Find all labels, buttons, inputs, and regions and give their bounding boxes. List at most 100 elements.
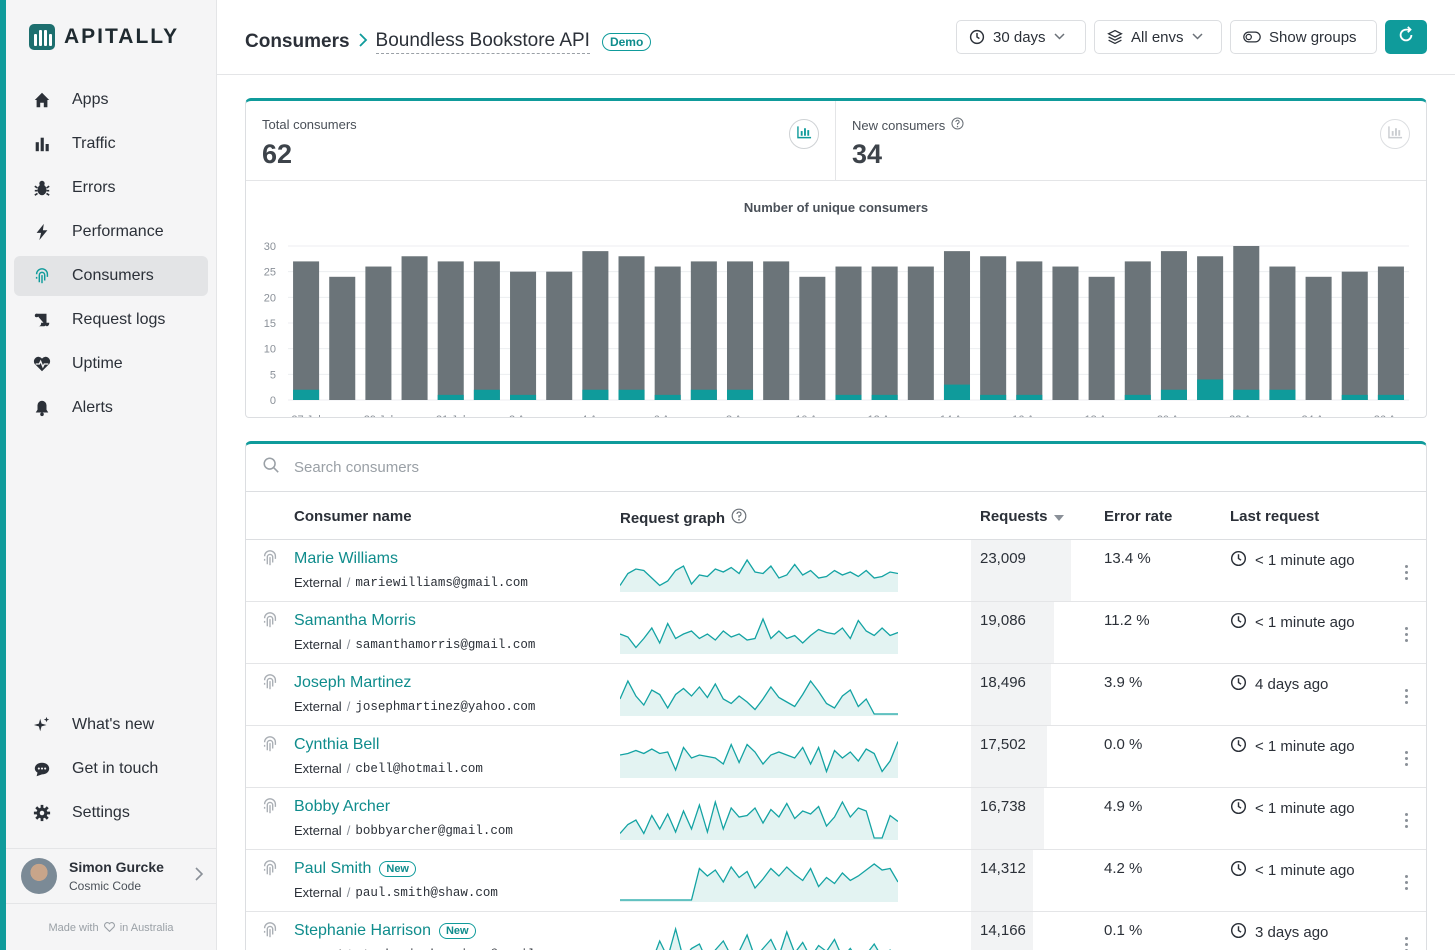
col-header-error-rate[interactable]: Error rate bbox=[1104, 508, 1173, 525]
refresh-button[interactable] bbox=[1385, 20, 1427, 54]
consumer-name-link[interactable]: Paul Smith bbox=[294, 860, 372, 877]
nav-item-request-logs[interactable]: Request logs bbox=[14, 300, 208, 340]
chart-toggle-button[interactable] bbox=[1380, 119, 1410, 149]
bar-total-consumers[interactable] bbox=[329, 276, 356, 400]
table-row[interactable]: Joseph Martinez External / josephmartine… bbox=[246, 664, 1426, 726]
row-actions-menu[interactable] bbox=[1396, 684, 1416, 708]
table-row[interactable]: Marie Williams External / mariewilliams@… bbox=[246, 540, 1426, 602]
bar-total-consumers[interactable] bbox=[1233, 246, 1260, 400]
app-selector[interactable]: Boundless Bookstore API bbox=[375, 30, 590, 54]
row-actions-menu[interactable] bbox=[1396, 560, 1416, 584]
nav-item-performance[interactable]: Performance bbox=[14, 212, 208, 252]
nav-item-settings[interactable]: Settings bbox=[14, 793, 208, 833]
bar-total-consumers[interactable] bbox=[618, 256, 645, 400]
bar-total-consumers[interactable] bbox=[1160, 251, 1187, 400]
nav-item-whats-new[interactable]: What's new bbox=[14, 705, 208, 745]
bar-total-consumers[interactable] bbox=[1052, 266, 1079, 400]
bar-total-consumers[interactable] bbox=[582, 251, 609, 400]
bar-new-consumers[interactable] bbox=[690, 389, 717, 400]
bar-total-consumers[interactable] bbox=[1377, 266, 1404, 400]
consumer-name-link[interactable]: Cynthia Bell bbox=[294, 736, 380, 753]
col-header-last-request[interactable]: Last request bbox=[1230, 508, 1320, 525]
bar-new-consumers[interactable] bbox=[1341, 394, 1368, 400]
breadcrumb-root[interactable]: Consumers bbox=[245, 31, 350, 52]
table-row[interactable]: Paul Smith New External / paul.smith@sha… bbox=[246, 850, 1426, 912]
consumer-name-link[interactable]: Stephanie Harrison bbox=[294, 922, 431, 939]
bar-total-consumers[interactable] bbox=[1124, 261, 1151, 400]
bar-new-consumers[interactable] bbox=[618, 389, 645, 400]
bar-new-consumers[interactable] bbox=[582, 389, 609, 400]
bar-total-consumers[interactable] bbox=[1305, 276, 1332, 400]
nav-item-apps[interactable]: Apps bbox=[14, 80, 208, 120]
bar-total-consumers[interactable] bbox=[1016, 261, 1043, 400]
bar-total-consumers[interactable] bbox=[510, 271, 537, 400]
nav-item-errors[interactable]: Errors bbox=[14, 168, 208, 208]
table-row[interactable]: Stephanie Harrison New External / stepha… bbox=[246, 912, 1426, 950]
row-actions-menu[interactable] bbox=[1396, 932, 1416, 950]
bar-total-consumers[interactable] bbox=[763, 261, 790, 400]
help-icon[interactable] bbox=[951, 117, 964, 133]
bar-new-consumers[interactable] bbox=[980, 394, 1007, 400]
bar-total-consumers[interactable] bbox=[726, 261, 754, 400]
row-actions-menu[interactable] bbox=[1396, 870, 1416, 894]
bar-total-consumers[interactable] bbox=[401, 256, 428, 400]
bar-new-consumers[interactable] bbox=[1160, 389, 1187, 400]
bar-total-consumers[interactable] bbox=[907, 266, 934, 400]
logo[interactable]: APITALLY bbox=[29, 24, 179, 50]
bar-total-consumers[interactable] bbox=[690, 261, 717, 400]
consumer-name-link[interactable]: Joseph Martinez bbox=[294, 674, 412, 691]
bar-new-consumers[interactable] bbox=[871, 394, 898, 400]
bar-total-consumers[interactable] bbox=[835, 266, 862, 400]
row-actions-menu[interactable] bbox=[1396, 622, 1416, 646]
bar-total-consumers[interactable] bbox=[871, 266, 898, 400]
nav-item-consumers[interactable]: Consumers bbox=[14, 256, 208, 296]
bar-new-consumers[interactable] bbox=[510, 394, 537, 400]
table-row[interactable]: Cynthia Bell External / cbell@hotmail.co… bbox=[246, 726, 1426, 788]
col-header-name[interactable]: Consumer name bbox=[294, 508, 412, 525]
bar-new-consumers[interactable] bbox=[1016, 394, 1043, 400]
table-row[interactable]: Bobby Archer External / bobbyarcher@gmai… bbox=[246, 788, 1426, 850]
user-menu[interactable]: Simon Gurcke Cosmic Code bbox=[6, 848, 216, 904]
bar-total-consumers[interactable] bbox=[365, 266, 392, 400]
bar-total-consumers[interactable] bbox=[473, 261, 500, 400]
bar-new-consumers[interactable] bbox=[654, 394, 681, 400]
bar-new-consumers[interactable] bbox=[1233, 389, 1260, 400]
bar-total-consumers[interactable] bbox=[437, 261, 464, 400]
nav-item-get-in-touch[interactable]: Get in touch bbox=[14, 749, 208, 789]
bar-total-consumers[interactable] bbox=[1341, 271, 1368, 400]
bar-total-consumers[interactable] bbox=[980, 256, 1007, 400]
show-groups-toggle[interactable]: Show groups bbox=[1230, 20, 1377, 54]
consumer-name-link[interactable]: Marie Williams bbox=[294, 550, 398, 567]
nav-item-uptime[interactable]: Uptime bbox=[14, 344, 208, 384]
chart-toggle-button[interactable] bbox=[789, 119, 819, 149]
bar-new-consumers[interactable] bbox=[473, 389, 500, 400]
bar-total-consumers[interactable] bbox=[293, 261, 320, 400]
nav-item-traffic[interactable]: Traffic bbox=[14, 124, 208, 164]
bar-total-consumers[interactable] bbox=[1269, 266, 1296, 400]
bar-new-consumers[interactable] bbox=[726, 389, 754, 400]
period-select[interactable]: 30 days bbox=[956, 20, 1086, 54]
bar-total-consumers[interactable] bbox=[1088, 276, 1115, 400]
bar-new-consumers[interactable] bbox=[293, 389, 320, 400]
search-input[interactable] bbox=[294, 459, 894, 476]
row-actions-menu[interactable] bbox=[1396, 808, 1416, 832]
table-row[interactable]: Samantha Morris External / samanthamorri… bbox=[246, 602, 1426, 664]
bar-new-consumers[interactable] bbox=[437, 394, 464, 400]
bar-new-consumers[interactable] bbox=[1124, 394, 1151, 400]
bar-total-consumers[interactable] bbox=[799, 276, 826, 400]
bar-new-consumers[interactable] bbox=[835, 394, 862, 400]
bar-total-consumers[interactable] bbox=[654, 266, 681, 400]
col-header-requests[interactable]: Requests bbox=[980, 508, 1064, 525]
help-icon[interactable] bbox=[731, 508, 747, 528]
bar-new-consumers[interactable] bbox=[1197, 379, 1224, 400]
row-actions-menu[interactable] bbox=[1396, 746, 1416, 770]
nav-item-alerts[interactable]: Alerts bbox=[14, 388, 208, 428]
env-select[interactable]: All envs bbox=[1094, 20, 1222, 54]
bar-new-consumers[interactable] bbox=[943, 384, 971, 400]
bar-new-consumers[interactable] bbox=[1377, 394, 1404, 400]
bar-new-consumers[interactable] bbox=[1269, 389, 1296, 400]
bar-total-consumers[interactable] bbox=[546, 271, 573, 400]
consumer-name-link[interactable]: Samantha Morris bbox=[294, 612, 416, 629]
bar-total-consumers[interactable] bbox=[943, 251, 971, 400]
bar-total-consumers[interactable] bbox=[1197, 256, 1224, 400]
